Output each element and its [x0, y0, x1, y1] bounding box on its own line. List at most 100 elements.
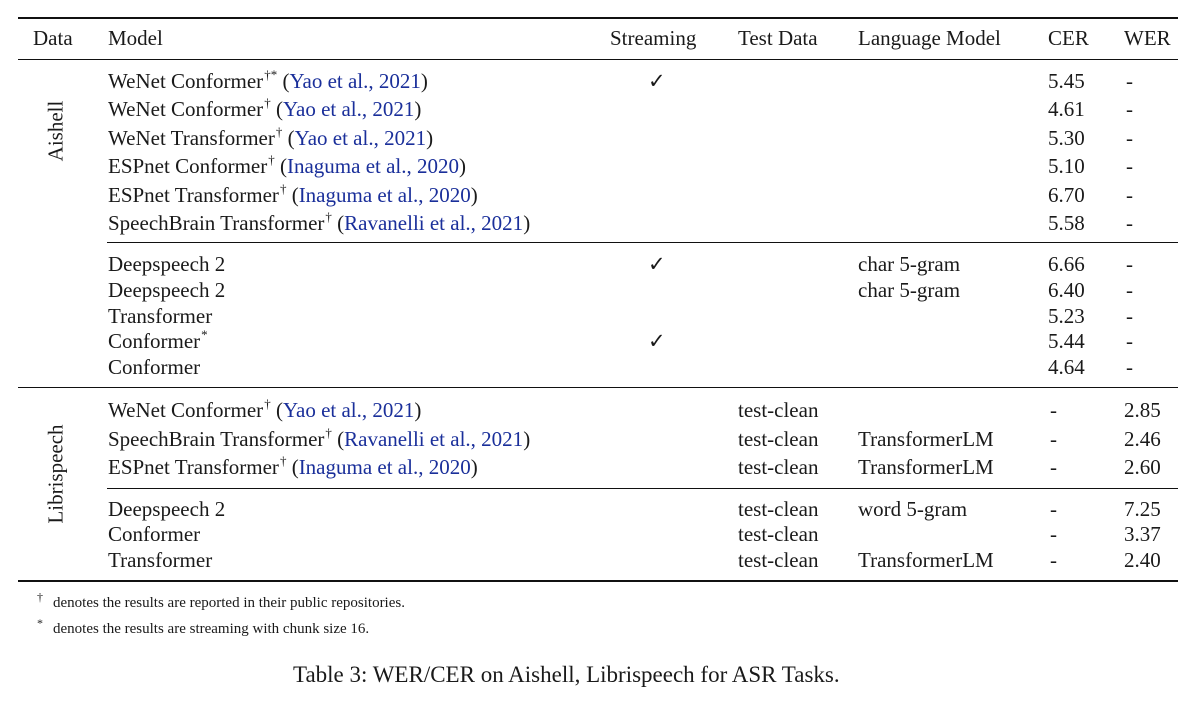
header-model: Model: [108, 26, 163, 50]
streaming-check: ✓: [648, 252, 666, 276]
model-name: WeNet Conformer: [108, 97, 264, 121]
cer-cell: 5.58: [1048, 211, 1085, 235]
model-cell: SpeechBrain Transformer† (Ravanelli et a…: [108, 209, 531, 235]
model-footnote-mark: †*: [264, 67, 278, 82]
model-cell: Deepspeech 2: [108, 251, 225, 277]
cer-cell: -: [1050, 398, 1057, 422]
model-cell: ESPnet Transformer† (Inaguma et al., 202…: [108, 453, 478, 479]
model-cell: Conformer: [108, 354, 200, 380]
bottom-rule: [18, 580, 1178, 582]
model-footnote-mark: †: [275, 124, 283, 139]
model-cell: Deepspeech 2: [108, 496, 225, 522]
model-cell: SpeechBrain Transformer† (Ravanelli et a…: [108, 425, 531, 451]
citation-link[interactable]: Inaguma et al., 2020: [298, 455, 471, 479]
streaming-check: ✓: [648, 69, 666, 93]
cer-cell: 5.44: [1048, 329, 1085, 353]
librispeech-group-rule: [107, 488, 1178, 489]
model-footnote-mark: †: [325, 425, 332, 440]
model-name: SpeechBrain Transformer: [108, 427, 325, 451]
model-name: ESPnet Transformer: [108, 455, 279, 479]
model-footnote-mark: *: [201, 327, 208, 342]
language-model-cell: char 5-gram: [858, 278, 961, 302]
model-footnote-mark: †: [279, 181, 287, 196]
wer-cell: -: [1126, 304, 1133, 328]
language-model-cell: TransformerLM: [858, 427, 994, 451]
model-name: SpeechBrain Transformer: [108, 211, 325, 235]
header-data: Data: [33, 26, 73, 50]
wer-cell: 3.37: [1124, 522, 1161, 546]
wer-cell: 2.60: [1124, 455, 1161, 479]
citation-link[interactable]: Yao et al., 2021: [294, 126, 427, 150]
cer-cell: 5.23: [1048, 304, 1085, 328]
wer-cell: -: [1126, 278, 1133, 302]
footnote-dagger-mark: †: [37, 590, 43, 604]
wer-cell: -: [1126, 355, 1133, 379]
test-data-cell: test-clean: [738, 548, 819, 572]
model-name: Deepspeech 2: [108, 497, 226, 521]
model-cell: ESPnet Conformer† (Inaguma et al., 2020): [108, 152, 467, 178]
citation-link[interactable]: Yao et al., 2021: [289, 69, 421, 93]
citation-link[interactable]: Ravanelli et al., 2021: [344, 427, 524, 451]
model-name: Deepspeech 2: [108, 252, 226, 276]
citation-link[interactable]: Ravanelli et al., 2021: [344, 211, 524, 235]
model-cell: WeNet Conformer†* (Yao et al., 2021): [108, 67, 428, 93]
footnote-asterisk-mark: *: [37, 616, 43, 630]
table-caption: Table 3: WER/CER on Aishell, Librispeech…: [293, 662, 840, 687]
model-footnote-mark: †: [279, 453, 287, 468]
model-name: Transformer: [108, 304, 213, 328]
footnote-dagger-text: denotes the results are reported in thei…: [53, 595, 405, 611]
citation-link[interactable]: Inaguma et al., 2020: [298, 183, 471, 207]
model-cell: Conformer: [108, 521, 200, 547]
model-name: Conformer: [108, 355, 201, 379]
cer-cell: 6.66: [1048, 252, 1085, 276]
citation-link[interactable]: Yao et al., 2021: [282, 398, 415, 422]
group-label-aishell: Aishell: [43, 100, 68, 162]
cer-cell: 6.40: [1048, 278, 1085, 302]
wer-cell: -: [1126, 252, 1133, 276]
model-name: Conformer: [108, 522, 201, 546]
cer-cell: 5.10: [1048, 154, 1085, 178]
model-name: WeNet Transformer: [108, 126, 275, 150]
citation-link[interactable]: Yao et al., 2021: [282, 97, 415, 121]
footnote-asterisk-text: denotes the results are streaming with c…: [53, 621, 370, 637]
test-data-cell: test-clean: [738, 522, 819, 546]
header-wer: WER: [1124, 26, 1171, 50]
footnote-dagger: † denotes the results are reported in th…: [37, 590, 405, 612]
cer-cell: -: [1050, 497, 1057, 521]
model-name: ESPnet Conformer: [108, 154, 268, 178]
wer-cell: 7.25: [1124, 497, 1161, 521]
wer-cell: 2.85: [1124, 398, 1161, 422]
model-name: WeNet Conformer: [108, 398, 264, 422]
model-cell: Conformer*: [108, 327, 208, 357]
model-cell: Deepspeech 2: [108, 277, 225, 303]
model-name: Transformer: [108, 548, 213, 572]
cer-cell: 5.45: [1048, 69, 1085, 93]
wer-cell: -: [1126, 97, 1133, 121]
wer-cell: -: [1126, 126, 1133, 150]
top-rule: [18, 17, 1178, 19]
model-name: ESPnet Transformer: [108, 183, 279, 207]
model-cell: Transformer: [108, 303, 212, 329]
wer-cell: -: [1126, 183, 1133, 207]
language-model-cell: word 5-gram: [858, 497, 968, 521]
cer-cell: -: [1050, 427, 1057, 451]
group-label-librispeech: Librispeech: [43, 424, 68, 524]
cer-cell: -: [1050, 522, 1057, 546]
model-name: Deepspeech 2: [108, 278, 226, 302]
cer-cell: 4.64: [1048, 355, 1085, 379]
language-model-cell: char 5-gram: [858, 252, 961, 276]
header-streaming: Streaming: [610, 26, 697, 50]
wer-cell: -: [1126, 211, 1133, 235]
model-cell: WeNet Transformer† (Yao et al., 2021): [108, 124, 434, 150]
cer-cell: -: [1050, 548, 1057, 572]
model-footnote-mark: †: [325, 209, 332, 224]
cer-cell: 5.30: [1048, 126, 1085, 150]
model-cell: WeNet Conformer† (Yao et al., 2021): [108, 396, 422, 422]
aishell-group-rule: [107, 242, 1178, 243]
citation-link[interactable]: Inaguma et al., 2020: [286, 154, 460, 178]
header-language-model: Language Model: [858, 26, 1001, 50]
cer-cell: -: [1050, 455, 1057, 479]
wer-cell: -: [1126, 329, 1133, 353]
model-name: Conformer: [108, 329, 201, 353]
